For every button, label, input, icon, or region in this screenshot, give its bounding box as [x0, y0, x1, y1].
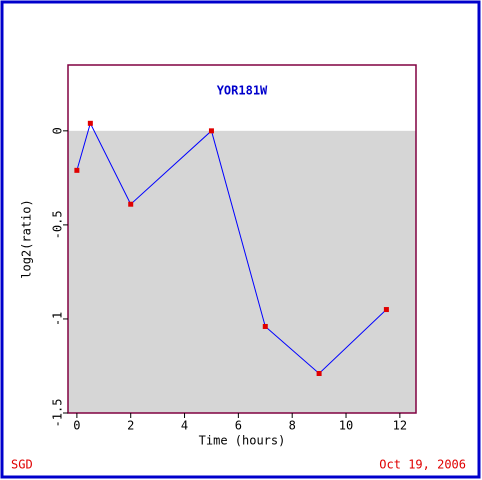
x-tick-label: 12	[393, 419, 407, 433]
x-tick-label: 4	[181, 419, 188, 433]
x-axis-label: Time (hours)	[199, 434, 286, 448]
y-axis-label: log2(ratio)	[20, 199, 34, 278]
data-point	[128, 201, 134, 207]
chart-title: YOR181W	[217, 84, 268, 98]
footer-left: SGD	[11, 458, 33, 472]
data-point	[262, 323, 268, 329]
x-tick-label: 6	[235, 419, 242, 433]
x-tick-label: 0	[73, 419, 80, 433]
x-tick-label: 2	[127, 419, 134, 433]
negative-region	[68, 130, 416, 414]
x-tick-label: 8	[289, 419, 296, 433]
x-tick-label: 10	[339, 419, 353, 433]
y-tick-label: -1.5	[51, 399, 65, 428]
y-tick-label: 0	[51, 127, 65, 134]
data-point	[87, 120, 93, 126]
data-point	[74, 167, 80, 173]
plot-area	[67, 64, 417, 414]
data-point	[316, 370, 322, 376]
data-point	[383, 307, 389, 313]
data-point	[208, 128, 214, 134]
y-tick-label: -0.5	[51, 210, 65, 239]
footer-right: Oct 19, 2006	[379, 458, 466, 472]
y-tick-label: -1	[51, 312, 65, 326]
